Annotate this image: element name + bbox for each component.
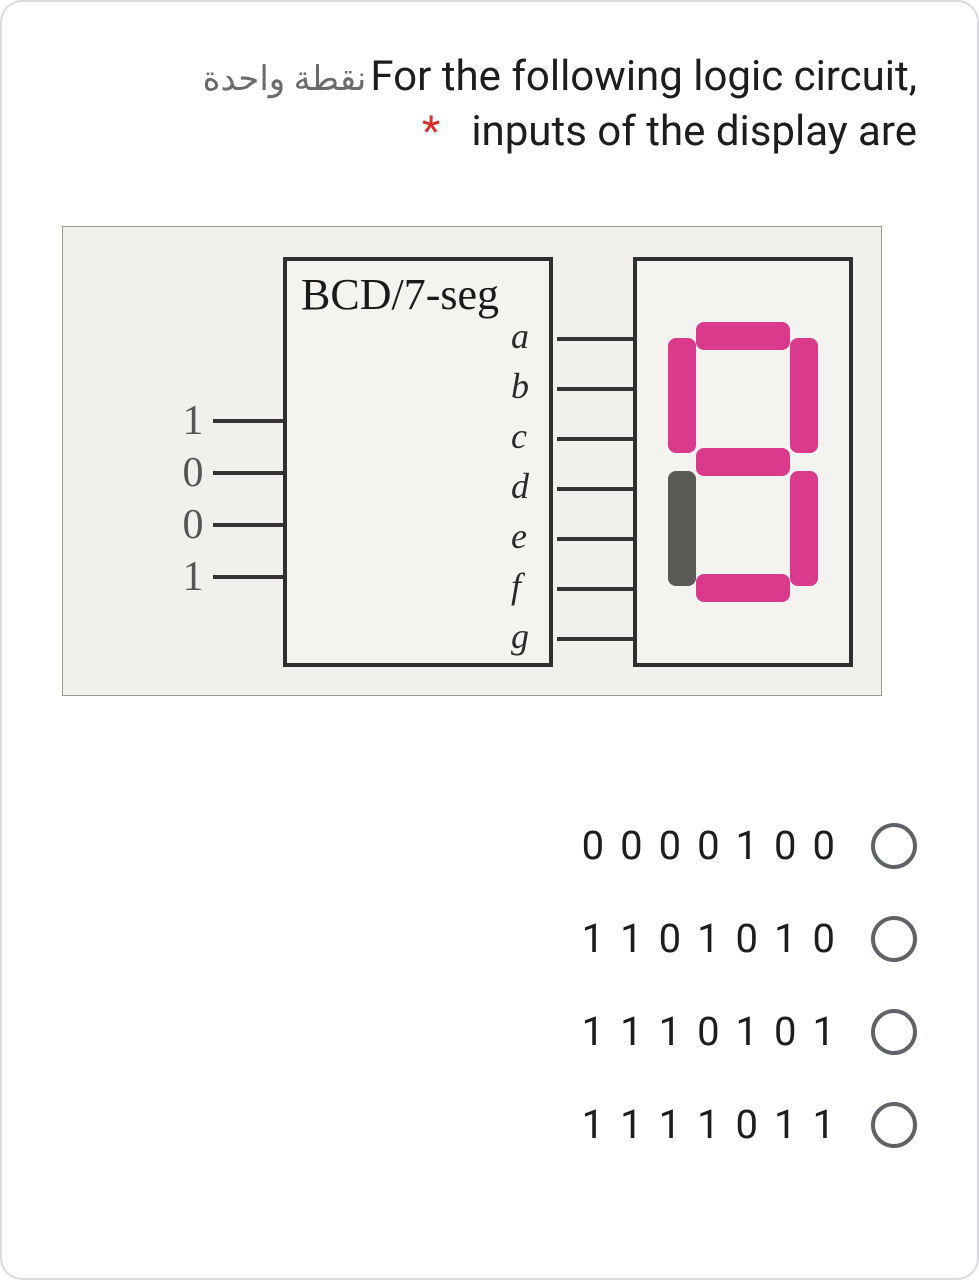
output-b: b (511, 365, 529, 407)
wire (557, 437, 633, 441)
output-a: a (511, 315, 529, 357)
wire (557, 537, 633, 541)
output-c: c (511, 415, 527, 457)
radio-icon (871, 823, 917, 869)
decoder-title: BCD/7-seg (301, 269, 499, 320)
question-card: For the following logic circuit, نقطة وا… (0, 0, 979, 1280)
wire (557, 587, 633, 591)
answer-options: 0000100 1101010 1110101 1111011 (417, 822, 917, 1194)
wire (557, 637, 633, 641)
wire (557, 337, 633, 341)
circuit-diagram: 1 1 0 2 0 4 1 8 BCD/7-seg a b c d (62, 226, 882, 696)
option-4-label: 1111011 (582, 1101, 851, 1148)
option-1[interactable]: 0000100 (417, 822, 917, 869)
question-line-2: inputs of the display are (471, 107, 917, 156)
wire (213, 471, 283, 475)
output-e: e (511, 515, 527, 557)
question-line-1: For the following logic circuit, (370, 52, 917, 101)
input-value-1: 1 (173, 397, 213, 445)
wire (557, 387, 633, 391)
required-asterisk: * (422, 107, 440, 156)
input-value-4: 1 (173, 553, 213, 601)
option-1-label: 0000100 (582, 822, 851, 869)
question-header: For the following logic circuit, نقطة وا… (62, 52, 917, 156)
option-4[interactable]: 1111011 (417, 1101, 917, 1148)
segment-e (668, 471, 696, 586)
option-2[interactable]: 1101010 (417, 915, 917, 962)
wire (213, 419, 283, 423)
segment-g (696, 448, 790, 476)
input-value-3: 0 (173, 501, 213, 549)
segment-f (668, 338, 696, 453)
segment-b (790, 338, 818, 453)
wire (213, 523, 283, 527)
option-3-label: 1110101 (582, 1008, 851, 1055)
wire (557, 487, 633, 491)
segment-a (696, 322, 790, 350)
option-3[interactable]: 1110101 (417, 1008, 917, 1055)
seven-segment-display (633, 257, 853, 667)
output-g: g (511, 615, 529, 657)
input-value-2: 0 (173, 449, 213, 497)
option-2-label: 1101010 (582, 915, 851, 962)
segment-d (696, 574, 790, 602)
radio-icon (871, 916, 917, 962)
output-d: d (511, 465, 529, 507)
output-f: f (511, 565, 521, 607)
wire (213, 575, 283, 579)
seven-segment (668, 322, 818, 602)
segment-c (790, 471, 818, 586)
radio-icon (871, 1102, 917, 1148)
radio-icon (871, 1009, 917, 1055)
points-label: نقطة واحدة (203, 59, 367, 99)
